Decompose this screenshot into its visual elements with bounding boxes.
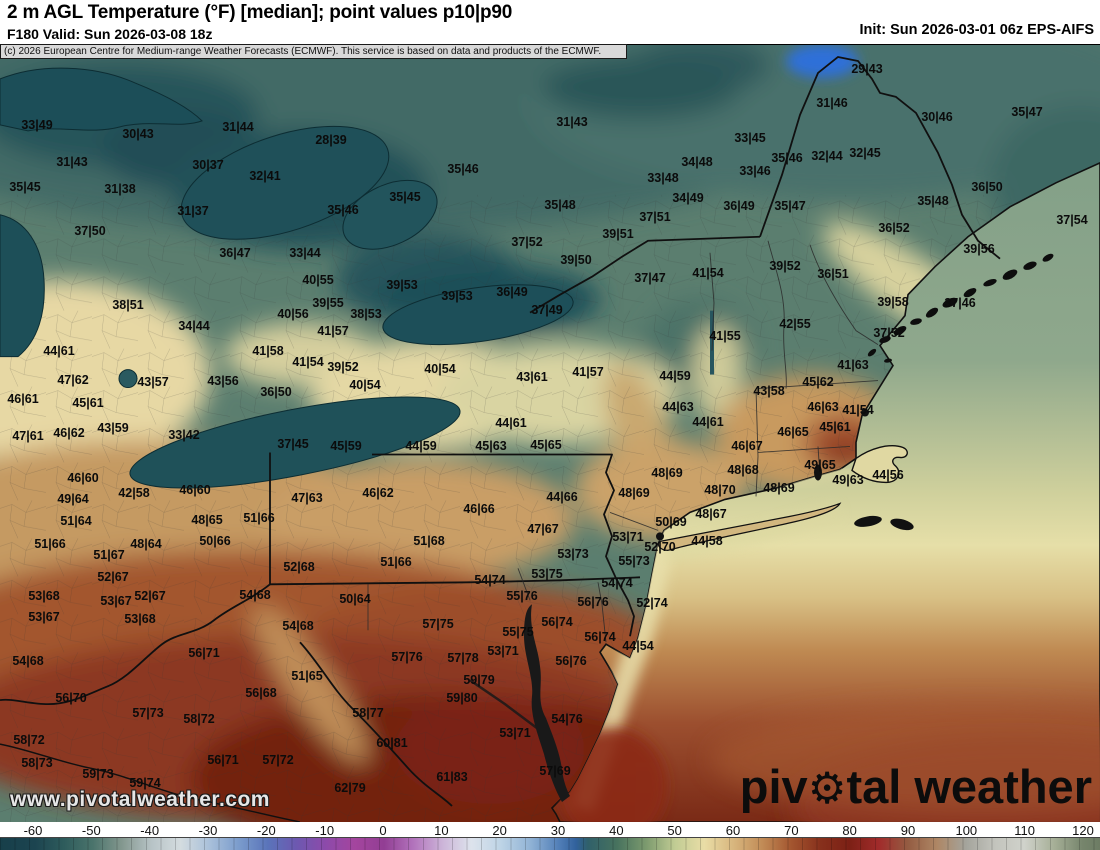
valid-time: F180 Valid: Sun 2026-03-08 18z [7, 26, 213, 42]
colorbar: -60 -50 -40 -30 -20 -10 0 10 20 30 40 50 60 70 80 90 100… [0, 822, 1100, 850]
colorbar-tick-label: -60 [23, 823, 43, 838]
coastal-islands [656, 408, 914, 541]
copyright-bar: (c) 2026 European Centre for Medium-rang… [0, 44, 627, 59]
brand-watermark: piv⚙tal weather [740, 763, 1092, 811]
colorbar-tick-label: 30 [550, 823, 566, 838]
maine-coast [867, 253, 1054, 363]
state-borders [0, 56, 1001, 822]
brand-right: tal weather [846, 760, 1092, 813]
cold-spot [786, 45, 858, 78]
chesapeake-bay [524, 604, 570, 803]
colorbar-tick-label: 70 [784, 823, 799, 838]
page-title: 2 m AGL Temperature (°F) [median]; point… [7, 2, 513, 23]
colorbar-tick-label: -40 [140, 823, 160, 838]
forecast-map[interactable] [0, 44, 1100, 822]
header: 2 m AGL Temperature (°F) [median]; point… [0, 0, 1100, 44]
colorbar-tick-label: 10 [434, 823, 449, 838]
map-canvas [0, 45, 1100, 822]
colorbar-tick-label: 60 [725, 823, 741, 838]
colorbar-tick-label: 0 [379, 823, 387, 838]
colorbar-tick-label: 40 [609, 823, 624, 838]
colorbar-tick-label: 20 [492, 823, 507, 838]
colorbar-tick-label: 120 [1072, 823, 1094, 838]
site-watermark: www.pivotalweather.com [10, 788, 270, 811]
cape-cod [851, 444, 908, 484]
colorbar-tick-label: -50 [81, 823, 101, 838]
long-island [657, 502, 842, 551]
colorbar-tick-label: 50 [667, 823, 682, 838]
colorbar-tick-label: 100 [955, 823, 978, 838]
colorbar-gradient [0, 837, 1100, 850]
gear-icon: ⚙ [807, 764, 847, 814]
colorbar-tick-label: 80 [842, 823, 857, 838]
init-time: Init: Sun 2026-03-01 06z EPS-AIFS [859, 22, 1095, 38]
colorbar-tick-label: -20 [256, 823, 276, 838]
colorbar-tick-label: 110 [1014, 823, 1036, 838]
great-lakes [0, 67, 714, 489]
colorbar-tick-label: 90 [900, 823, 916, 838]
colorbar-ticks: -60 -50 -40 -30 -20 -10 0 10 20 30 40 50 60 70 80 90 100… [0, 823, 1100, 838]
minor-borders [367, 240, 879, 736]
colorbar-tick-label: -10 [315, 823, 335, 838]
colorbar-tick-label: -30 [198, 823, 218, 838]
brand-left: piv [739, 760, 808, 813]
